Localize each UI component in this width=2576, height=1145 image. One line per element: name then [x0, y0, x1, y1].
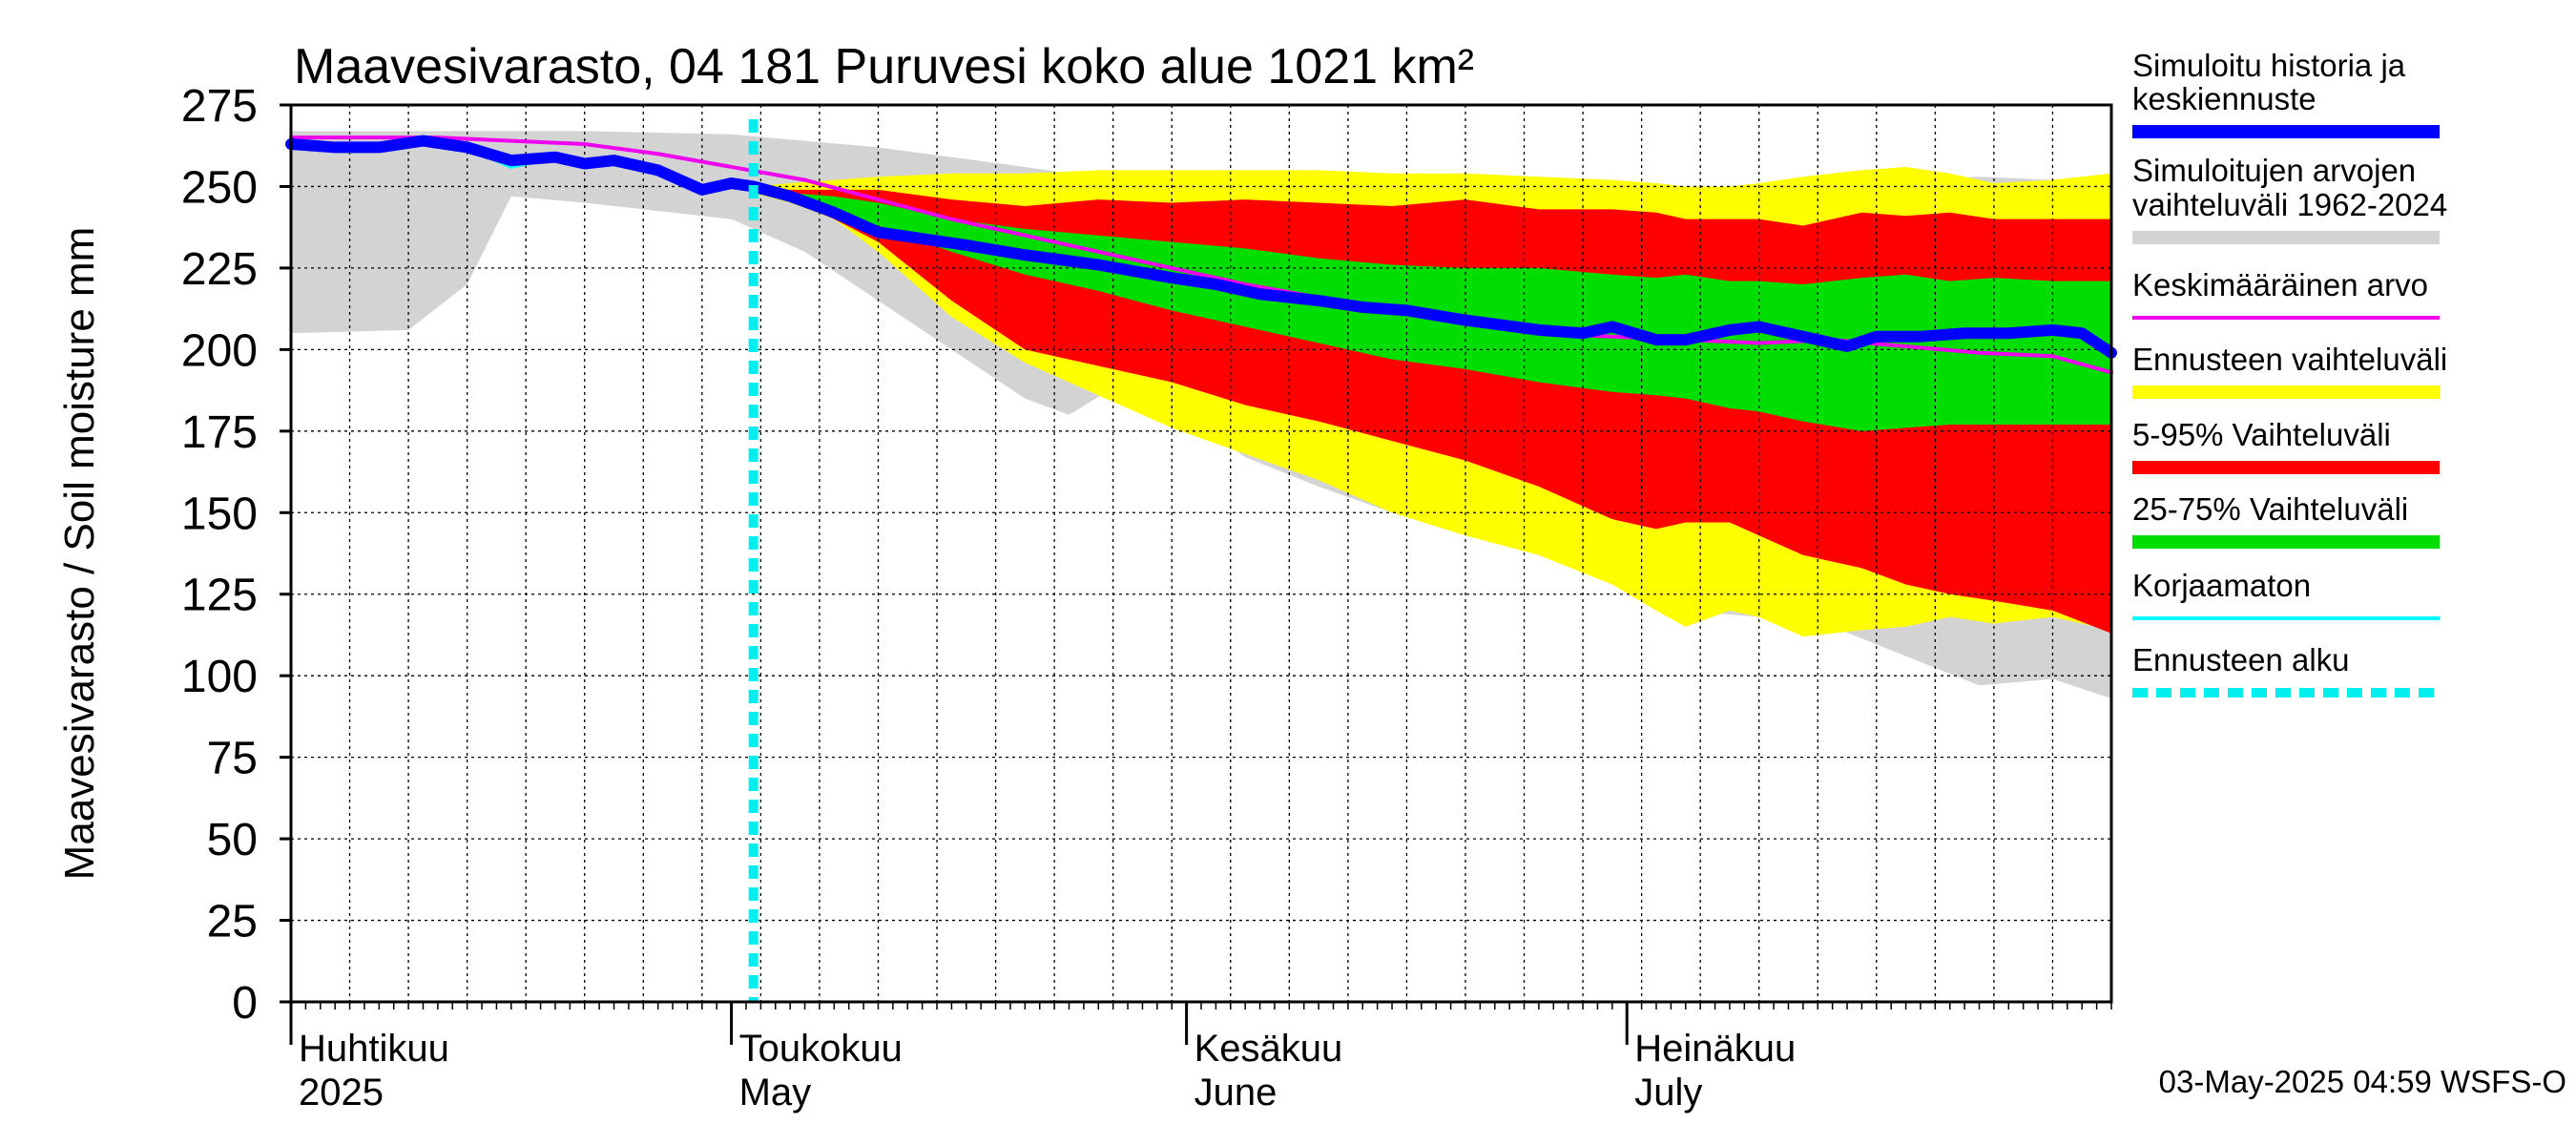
legend-label-line: vaihteluväli 1962-2024	[2132, 187, 2447, 222]
legend-label-line: Simuloitujen arvojen	[2132, 153, 2416, 188]
legend-label-line: keskiennuste	[2132, 81, 2316, 116]
legend-label-line: 25-75% Vaihteluväli	[2132, 491, 2408, 527]
legend-label-line: Korjaamaton	[2132, 568, 2311, 603]
chart-title: Maavesivarasto, 04 181 Puruvesi koko alu…	[294, 39, 1474, 94]
month-label-en: 2025	[299, 1072, 384, 1114]
legend-label-5: 5-95% Vaihteluväli	[2132, 417, 2391, 452]
y-tick-label: 50	[207, 815, 258, 865]
y-tick-label: 275	[181, 81, 258, 132]
legend-label-line: Simuloitu historia ja	[2132, 48, 2406, 83]
legend-label-line: Ennusteen alku	[2132, 642, 2350, 677]
y-tick-label: 175	[181, 407, 258, 458]
month-label-fi: Kesäkuu	[1195, 1028, 1343, 1070]
y-tick-label: 75	[207, 734, 258, 784]
y-tick-label: 25	[207, 897, 258, 947]
month-label-fi: Toukokuu	[739, 1028, 903, 1070]
legend-label-6: 25-75% Vaihteluväli	[2132, 491, 2408, 527]
y-tick-label: 200	[181, 325, 258, 376]
legend-label-line: Keskimääräinen arvo	[2132, 267, 2428, 302]
legend-label-4: Ennusteen vaihteluväli	[2132, 342, 2447, 377]
y-tick-label: 225	[181, 244, 258, 295]
month-label-fi: Huhtikuu	[299, 1028, 449, 1070]
legend-label-8: Ennusteen alku	[2132, 642, 2350, 677]
legend-label-7: Korjaamaton	[2132, 568, 2311, 603]
legend-label-line: Ennusteen vaihteluväli	[2132, 342, 2447, 377]
grid-layer	[291, 104, 2111, 1002]
y-tick-label: 150	[181, 489, 258, 539]
timestamp-footer: 03-May-2025 04:59 WSFS-O	[2159, 1064, 2566, 1099]
legend-label-3: Keskimääräinen arvo	[2132, 267, 2428, 302]
line-layer	[285, 119, 2117, 1002]
band-layer	[291, 131, 2111, 699]
month-label-fi: Heinäkuu	[1634, 1028, 1796, 1070]
legend: Simuloitu historia ja keskiennusteSimuloi…	[2132, 48, 2447, 697]
axes-layer: 0 25 50 75 100 125 150 175 200 225 250 275 Huhtikuu2…	[181, 81, 2113, 1114]
month-label-en: May	[739, 1072, 812, 1114]
month-label-en: June	[1195, 1072, 1278, 1114]
y-tick-label: 125	[181, 571, 258, 621]
y-axis-label: Maavesivarasto / Soil moisture mm	[56, 227, 103, 881]
y-tick-label: 250	[181, 162, 258, 213]
y-tick-label: 100	[181, 652, 258, 702]
y-tick-label: 0	[232, 978, 258, 1029]
legend-label-2: Simuloitujen arvojen vaihteluväli 1962-20…	[2132, 153, 2447, 222]
legend-label-1: Simuloitu historia ja keskiennuste	[2132, 48, 2406, 116]
series-line-3	[285, 135, 2117, 359]
legend-label-line: 5-95% Vaihteluväli	[2132, 417, 2391, 452]
month-label-en: July	[1634, 1072, 1702, 1114]
